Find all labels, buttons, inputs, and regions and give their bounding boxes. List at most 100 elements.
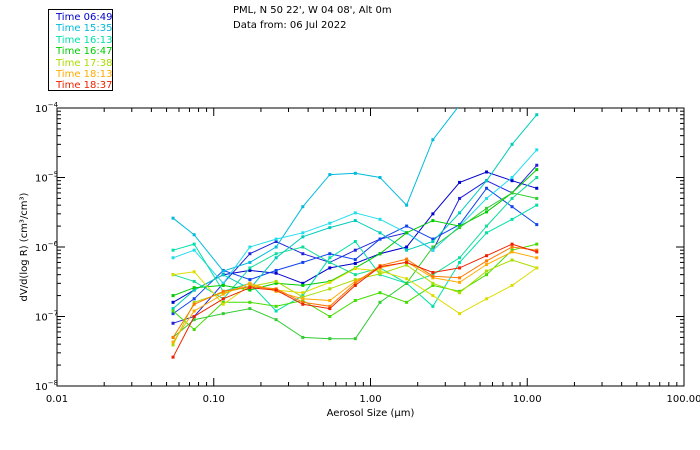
data-point <box>378 237 382 241</box>
data-point <box>378 252 382 256</box>
data-point <box>431 276 435 280</box>
data-point <box>221 312 225 316</box>
data-point <box>274 279 278 283</box>
data-point <box>510 248 514 252</box>
data-point <box>171 273 175 277</box>
data-point <box>510 242 514 246</box>
data-point <box>328 256 332 260</box>
data-point <box>301 297 305 301</box>
data-point <box>510 142 514 146</box>
data-point <box>274 245 278 249</box>
data-point <box>248 260 252 264</box>
data-point <box>378 265 382 269</box>
data-point <box>510 245 514 249</box>
data-point <box>535 250 539 254</box>
data-point <box>301 295 305 299</box>
data-point <box>458 291 462 295</box>
data-point <box>171 309 175 313</box>
data-point <box>328 226 332 230</box>
data-point <box>353 281 357 285</box>
data-point <box>248 266 252 270</box>
data-point <box>192 315 196 318</box>
data-point <box>353 211 357 215</box>
data-point <box>458 280 462 284</box>
data-point <box>458 211 462 215</box>
y-tick-label: 10−6 <box>35 240 59 254</box>
data-point <box>171 335 175 339</box>
data-point <box>353 283 357 287</box>
data-point <box>535 176 539 179</box>
data-point <box>221 283 225 287</box>
data-point <box>378 272 382 276</box>
data-point <box>458 226 462 230</box>
data-point <box>405 203 409 207</box>
data-point <box>221 297 225 301</box>
data-point <box>221 281 225 285</box>
data-point <box>535 186 539 190</box>
data-point <box>510 250 514 254</box>
y-tick-label: 10−7 <box>35 310 58 324</box>
data-point <box>458 312 462 316</box>
data-point <box>328 337 332 341</box>
series-3 <box>171 86 514 273</box>
data-point <box>328 315 332 318</box>
data-point <box>510 217 514 221</box>
data-point <box>248 307 252 311</box>
data-point <box>535 223 539 227</box>
data-point <box>431 248 435 252</box>
data-point <box>353 279 357 283</box>
data-point <box>458 266 462 270</box>
data-point <box>192 328 196 332</box>
data-point <box>535 168 539 172</box>
data-point <box>192 242 196 246</box>
x-tick-label: 1.00 <box>359 394 381 405</box>
series-12 <box>171 266 539 316</box>
data-point <box>274 252 278 256</box>
x-tick-label: 0.10 <box>203 394 225 405</box>
data-point <box>510 191 514 195</box>
data-point <box>192 300 196 304</box>
data-point <box>192 297 196 301</box>
legend-entry: Time 18:37 <box>56 80 113 92</box>
y-tick-label: 10−4 <box>35 101 59 115</box>
data-point <box>431 212 435 216</box>
legend-entry: Time 15:35 <box>56 23 113 35</box>
data-point <box>328 266 332 270</box>
legend-entry: Time 16:47 <box>56 46 113 58</box>
data-point <box>485 231 489 235</box>
data-point <box>458 104 461 107</box>
series-4 <box>171 148 539 285</box>
date-header: Data from: 06 Jul 2022 <box>233 20 347 31</box>
data-point <box>221 289 225 293</box>
data-point <box>301 335 305 339</box>
data-point <box>301 231 305 235</box>
data-point <box>171 307 175 311</box>
data-point <box>328 287 332 291</box>
data-point <box>328 298 332 302</box>
data-point <box>431 239 435 243</box>
legend: Time 06:49 Time 15:35 Time 16:13 Time 16:47… <box>48 9 113 91</box>
data-point <box>171 256 175 260</box>
y-axis-label: dV/d(log R) (cm³/cm³) <box>19 192 30 301</box>
data-point <box>353 239 357 243</box>
data-point <box>171 294 175 298</box>
data-point <box>221 300 225 304</box>
data-point <box>274 318 278 322</box>
data-point <box>248 278 252 282</box>
data-point <box>274 268 278 272</box>
data-point <box>458 260 462 264</box>
data-point <box>511 86 514 89</box>
data-point <box>353 267 357 271</box>
data-point <box>353 171 357 175</box>
series-line <box>172 192 537 340</box>
data-point <box>353 298 357 302</box>
data-point <box>535 248 539 252</box>
data-point <box>274 271 278 275</box>
data-point <box>510 179 514 183</box>
data-point <box>485 196 489 200</box>
data-point <box>405 260 409 264</box>
data-point <box>221 302 225 306</box>
data-point <box>485 273 489 277</box>
data-point <box>274 256 278 260</box>
data-point <box>328 173 332 177</box>
